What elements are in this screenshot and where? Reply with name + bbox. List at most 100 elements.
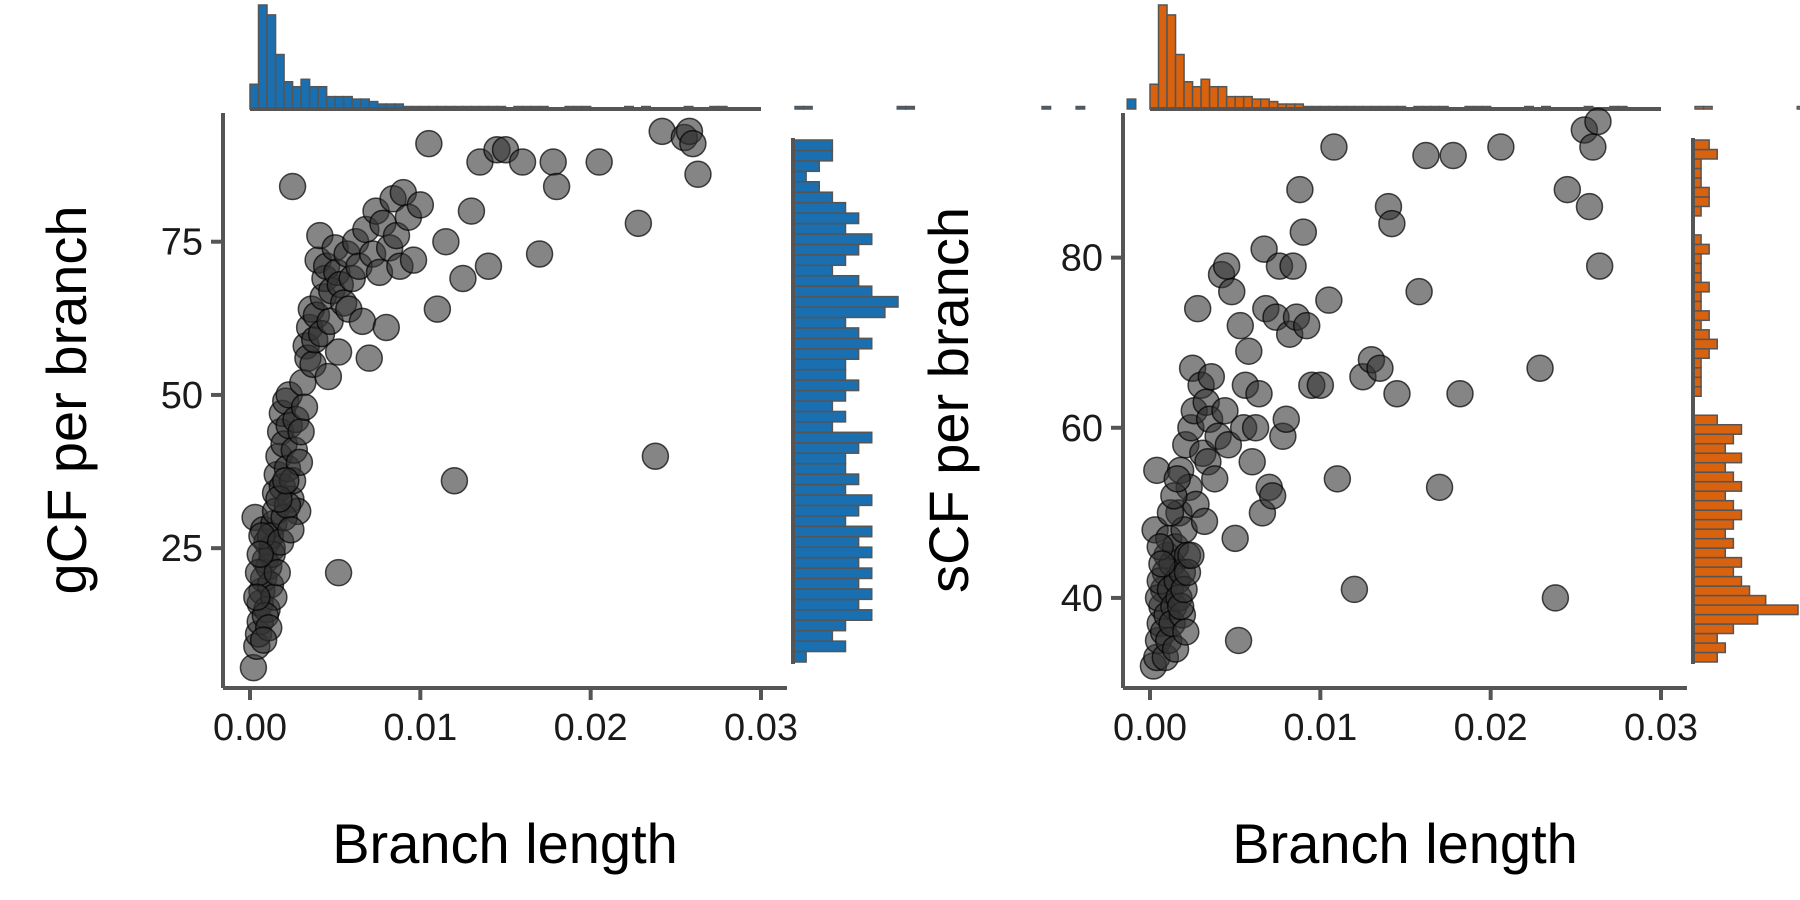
histogram-bar [792,358,847,371]
histogram-bar [1692,490,1727,502]
scatter-points-scf [1139,107,1614,680]
data-point [1226,311,1255,340]
histogram-bar [792,306,886,319]
data-point [440,466,469,495]
data-point [684,160,712,189]
histogram-bar [1692,414,1718,426]
histogram-bar [1692,547,1727,559]
histogram-bar [802,105,813,110]
histogram-bar [1157,4,1168,110]
histogram-bar [792,316,847,329]
y-tick-label: 75 [161,222,203,264]
right-marginal-histogram-scf [1691,138,1799,664]
histogram-bar [792,222,847,235]
data-point [1383,379,1411,408]
data-point [1292,311,1321,340]
data-point [1200,465,1229,493]
data-point [1286,175,1314,204]
data-point [1172,618,1200,646]
y-axis-label-scf: sCF per branch [917,207,980,593]
top-marginal-histogram-scf [1149,4,1800,111]
data-point [287,417,315,446]
data-point [1340,575,1369,604]
histogram-bar [792,515,847,528]
x-tick-label: 0.03 [724,707,798,749]
histogram-bar [792,546,873,559]
x-tick-label: 0.03 [1624,707,1698,749]
data-point [432,227,460,256]
histogram-bar [1692,613,1759,625]
histogram-bar [1694,105,1705,110]
histogram-bar [1692,433,1735,445]
data-point [1541,584,1570,612]
histogram-bar [792,160,820,173]
histogram-bar [1692,518,1735,530]
histogram-bar [792,389,847,402]
histogram-bar [1692,471,1735,483]
histogram-bar [1692,651,1718,663]
histogram-bar [1692,139,1710,151]
histogram-bar [1692,148,1718,160]
histogram-bar [1149,83,1160,110]
data-point [1241,414,1270,442]
histogram-bar [792,410,847,423]
histogram-bar [792,274,860,287]
x-axis-label-scf: Branch length [1232,812,1578,875]
histogram-bar [1692,338,1718,350]
histogram-bar [257,4,268,110]
data-point [324,558,353,587]
histogram-bar [792,264,834,277]
data-point [539,148,567,176]
x-axis-label-gcf: Branch length [332,812,678,875]
histogram-bar [1174,53,1185,110]
histogram-bar [1692,186,1710,198]
histogram-bar [283,81,294,110]
data-point [277,516,305,544]
data-point [1320,133,1348,161]
x-tick-label: 0.00 [213,707,287,749]
data-point [399,246,428,274]
data-point [1235,337,1263,365]
axes-scf: 0.00 0.01 0.02 0.03 40 60 80 [1061,113,1698,749]
histogram-bar [1075,105,1086,110]
histogram-bar [249,83,260,110]
histogram-bar [1183,81,1194,110]
histogram-bar [792,327,860,340]
data-point [1526,354,1554,382]
histogram-bar [792,337,873,350]
data-point [263,558,292,587]
histogram-bar [792,181,820,193]
histogram-bar [1692,642,1727,654]
histogram-bar [792,431,873,444]
data-point [1279,252,1307,280]
data-point [314,362,343,391]
x-tick-label: 0.02 [1454,707,1528,749]
histogram-bar [792,348,860,360]
histogram-bar [792,577,860,590]
data-point [457,197,486,225]
histogram-bar [1692,585,1751,597]
y-axis-label-gcf: gCF per branch [35,205,98,594]
data-point [1378,209,1406,238]
histogram-bar [792,567,873,580]
histogram-bar [1692,604,1799,616]
histogram-bar [1692,537,1735,549]
data-point [1238,448,1266,476]
data-point [1553,175,1582,204]
data-point [1163,465,1192,493]
histogram-bar [792,473,860,486]
data-point [1323,465,1352,493]
data-point [372,313,401,342]
histogram-bar [1796,105,1800,110]
y-tick-label: 40 [1061,578,1103,620]
x-tick-label: 0.00 [1113,707,1187,749]
x-tick-label: 0.02 [554,707,628,749]
histogram-bar [1191,85,1202,110]
data-point [1315,286,1343,314]
data-point [249,626,278,654]
data-point [449,264,477,293]
data-point [1289,218,1318,246]
histogram-bar [1702,105,1713,110]
histogram-bar [1126,98,1137,110]
